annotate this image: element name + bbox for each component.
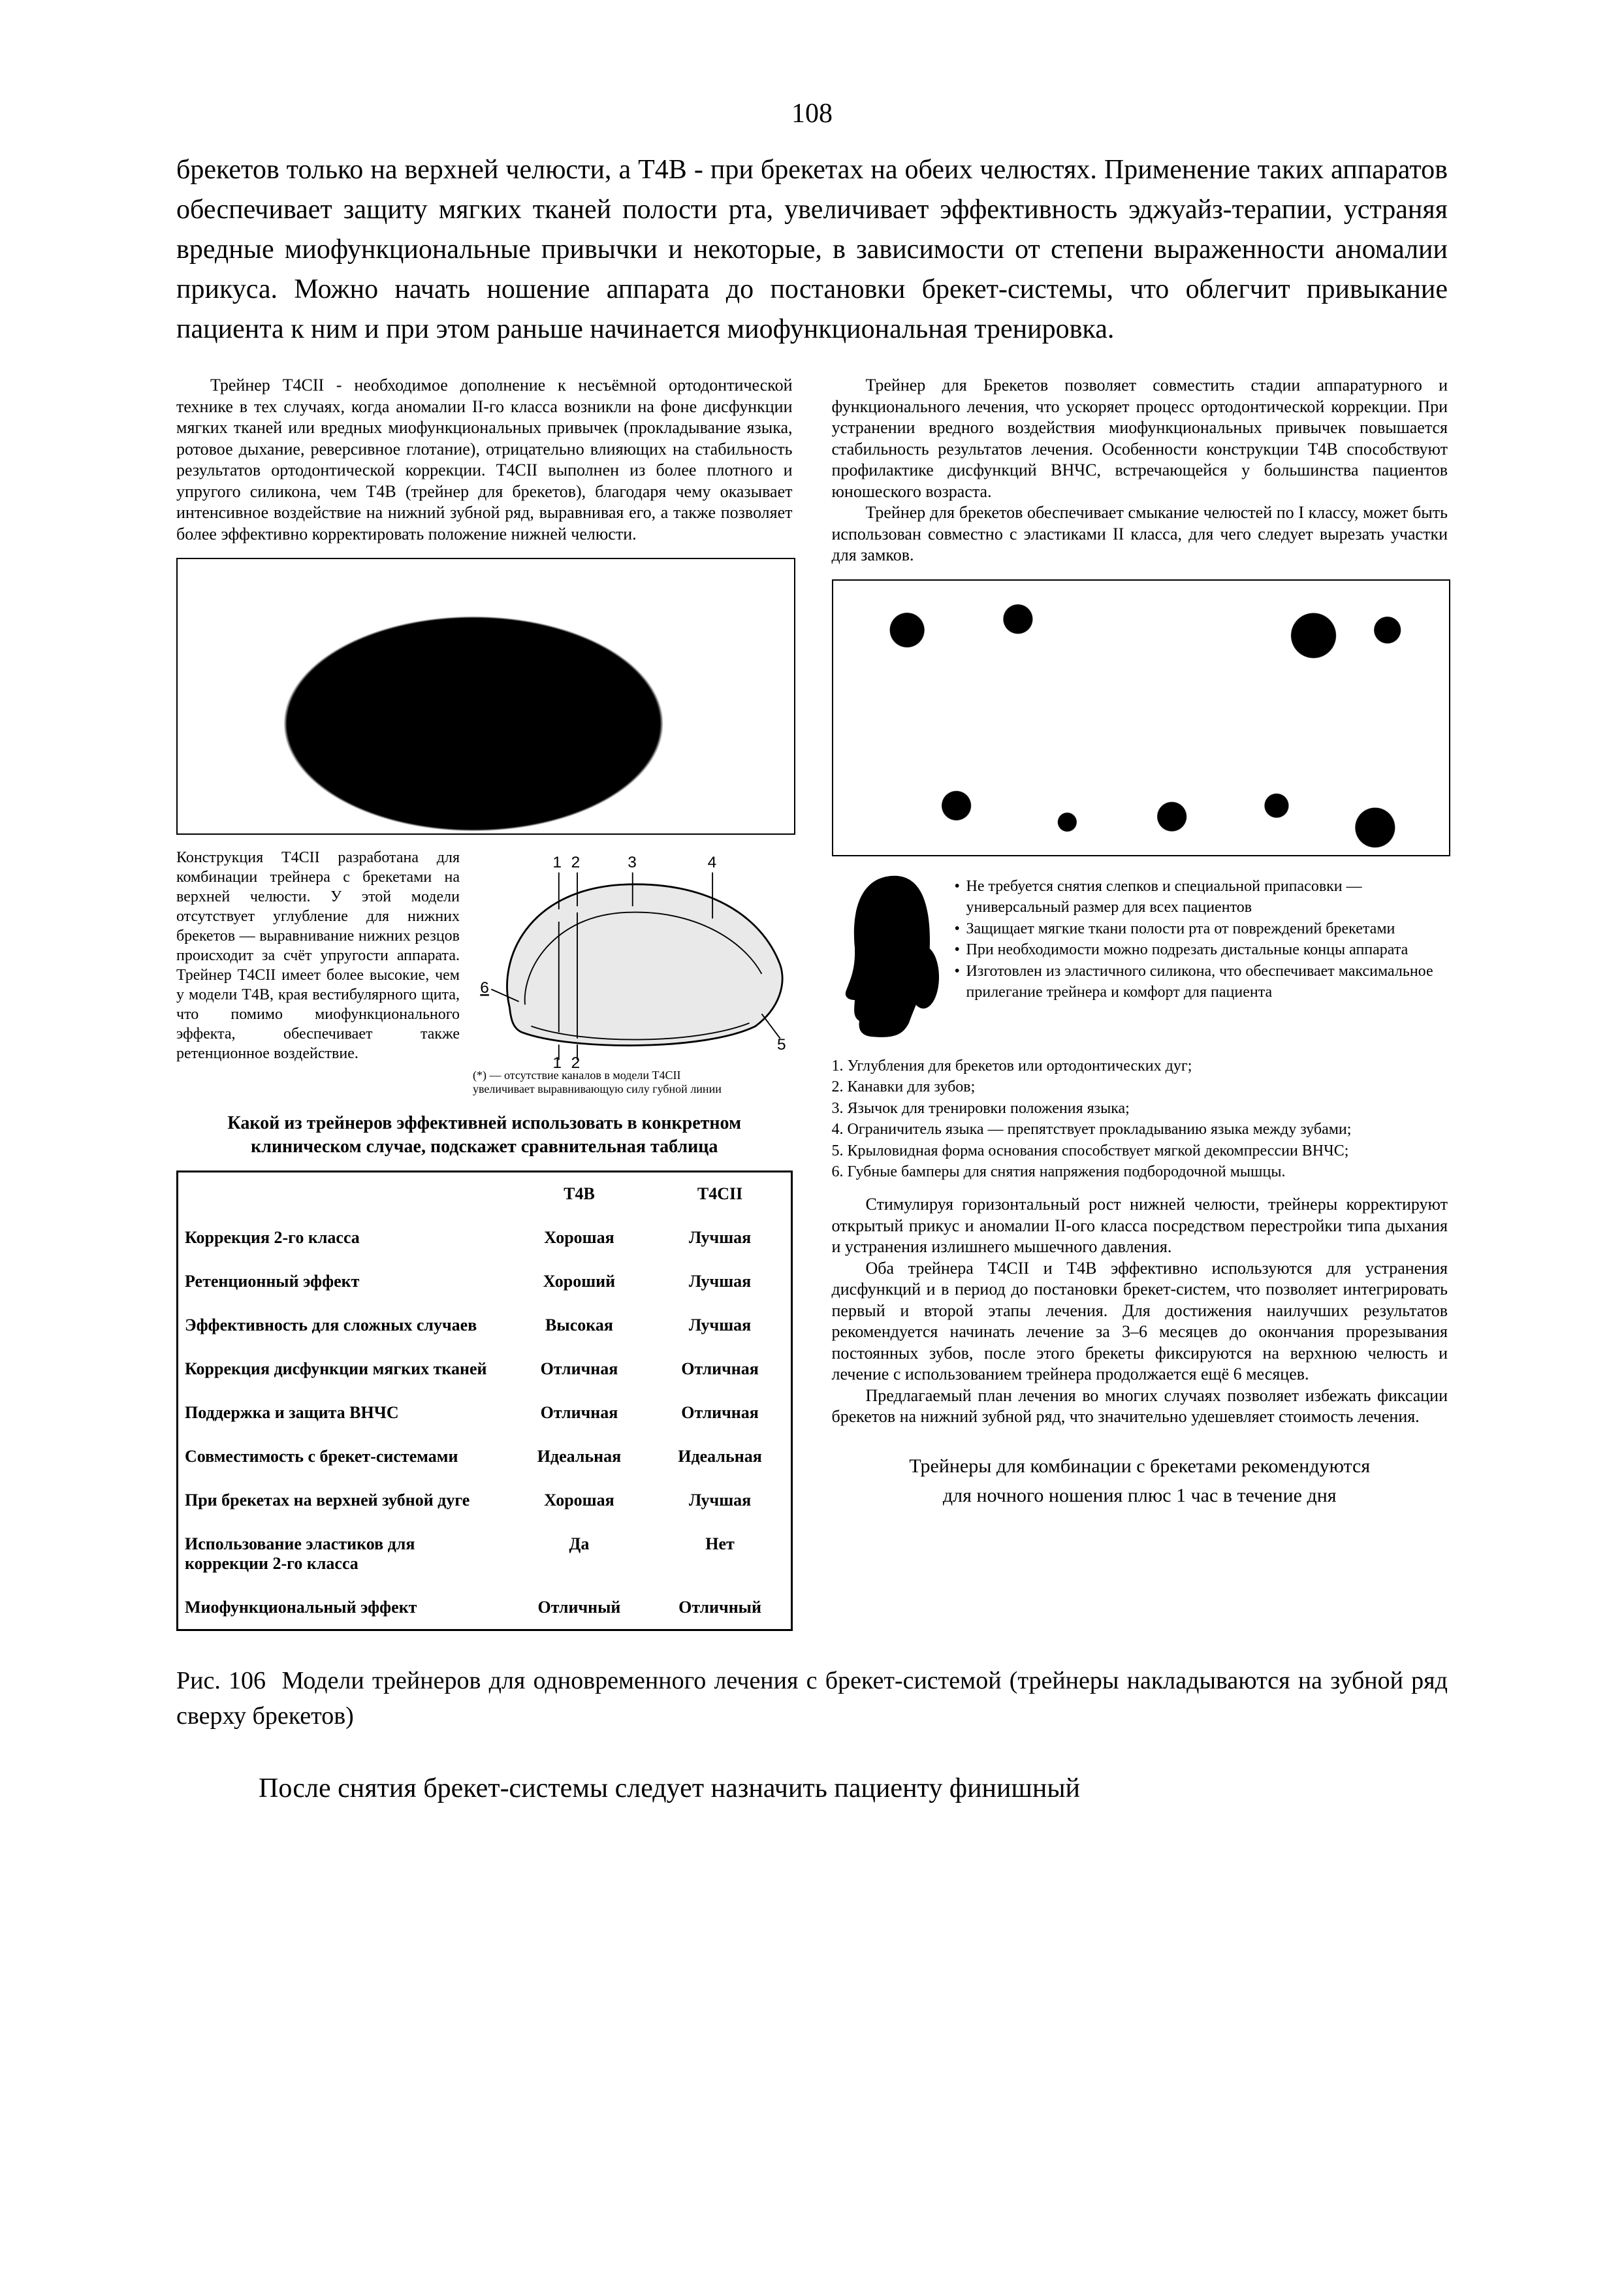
diagram-label-1: 1 — [552, 854, 562, 872]
recommendation: Трейнеры для комбинации с брекетами реко… — [832, 1451, 1448, 1510]
right-intro: Трейнер для Брекетов позволяет совместит… — [832, 375, 1448, 566]
face-icon — [832, 869, 943, 1056]
diagram-label-6: 6 — [480, 980, 489, 997]
numbered-list: 1. Углубления для брекетов или ортодонти… — [832, 1056, 1448, 1182]
left-photo — [176, 558, 795, 835]
table-row: Коррекция 2-го классаХорошаяЛучшая — [178, 1216, 792, 1260]
intro-paragraph: брекетов только на верхней челюсти, а Т4… — [176, 150, 1448, 349]
diagram-left-text: Конструкция T4CII разработана для комбин… — [176, 848, 460, 1063]
diagram-label-5: 5 — [777, 1036, 786, 1054]
diagram-label-2: 2 — [571, 854, 581, 872]
figure-caption: Рис. 106 Модели трейнеров для одновремен… — [176, 1664, 1448, 1733]
table-row: Совместимость с брекет-системамиИдеальна… — [178, 1435, 792, 1479]
diagram-label-4: 4 — [708, 854, 717, 872]
page-number: 108 — [0, 98, 1624, 129]
right-photo — [832, 579, 1451, 856]
comparison-table: T4B T4CII Коррекция 2-го классаХорошаяЛу… — [176, 1171, 793, 1631]
trainer-diagram: 1 2 3 4 1 2 5 6 ( — [473, 848, 793, 1095]
feature-bullets: •Не требуется снятия слепков и специальн… — [955, 876, 1448, 1003]
table-row: Миофункциональный эффектОтличныйОтличный — [178, 1586, 792, 1630]
left-intro: Трейнер T4CII - необходимое дополнение к… — [176, 375, 793, 545]
table-row: Ретенционный эффектХорошийЛучшая — [178, 1260, 792, 1304]
table-row: При брекетах на верхней зубной дугеХорош… — [178, 1479, 792, 1523]
table-row: Эффективность для сложных случаевВысокая… — [178, 1304, 792, 1348]
table-row: Коррекция дисфункции мягких тканейОтличн… — [178, 1348, 792, 1391]
table-row: Использование эластиков для коррекции 2-… — [178, 1523, 792, 1586]
table-row: Поддержка и защита ВНЧСОтличнаяОтличная — [178, 1391, 792, 1435]
after-text: После снятия брекет-системы следует назн… — [176, 1773, 1448, 1804]
svg-text:2: 2 — [571, 1054, 581, 1069]
right-body: Стимулируя горизонтальный рост нижней че… — [832, 1194, 1448, 1428]
diagram-footnote: (*) — отсутствие каналов в модели T4CII … — [473, 1069, 793, 1095]
table-title: Какой из трейнеров эффективней использов… — [176, 1112, 793, 1159]
diagram-label-3: 3 — [628, 854, 637, 872]
svg-text:1: 1 — [552, 1054, 562, 1069]
